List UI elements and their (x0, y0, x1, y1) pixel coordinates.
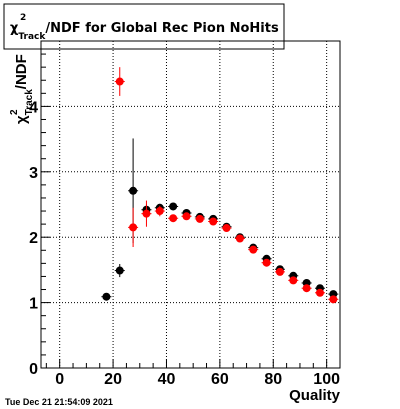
red-data-point (235, 234, 244, 243)
y-tick-label: 2 (29, 230, 38, 247)
red-data-point (249, 245, 258, 254)
x-axis-label: Quality (289, 387, 341, 404)
red-data-point (142, 209, 151, 218)
red-data-point (315, 288, 324, 297)
x-tick-label: 60 (211, 371, 229, 388)
title-chi: χ (10, 21, 19, 36)
grid-layer (41, 41, 340, 368)
tick-labels: 0 20 40 60 80 100 0 1 2 3 4 (29, 99, 340, 388)
svg-text:χTrack/NDF: χTrack/NDF (13, 54, 35, 124)
red-data-point (275, 267, 284, 276)
plot-frame (40, 40, 341, 369)
black-data-point (102, 292, 111, 301)
y-tick-label: 4 (29, 99, 38, 116)
y-label-sup: 2 (9, 109, 20, 115)
red-data-point (115, 77, 124, 86)
title-sup: 2 (20, 13, 26, 23)
data-layer (101, 67, 339, 304)
x-tick-label: 20 (104, 371, 122, 388)
timestamp: Tue Dec 21 21:54:09 2021 (5, 397, 113, 407)
black-data-point (115, 266, 124, 275)
black-data-point (169, 202, 178, 211)
red-data-point (222, 224, 231, 233)
red-data-point (302, 284, 311, 293)
x-tick-label: 100 (313, 371, 340, 388)
red-data-point (209, 217, 218, 226)
red-data-point (195, 214, 204, 223)
y-label-suffix: /NDF (13, 54, 30, 89)
red-data-point (182, 212, 191, 221)
black-data-point (129, 186, 138, 195)
red-data-point (169, 214, 178, 223)
y-tick-label: 3 (29, 165, 38, 182)
red-data-point (129, 223, 138, 232)
red-data-point (262, 258, 271, 267)
red-data-point (289, 276, 298, 285)
red-data-point (155, 207, 164, 216)
x-tick-label: 0 (55, 371, 64, 388)
ticks-layer (41, 40, 341, 369)
red-data-point (329, 295, 338, 304)
title-suffix: /NDF for Global Rec Pion NoHits (45, 21, 279, 36)
chart-title: χTrack/NDF for Global Rec Pion NoHits (10, 21, 279, 42)
y-label-sub: Track (24, 89, 35, 116)
y-label-chi: χ (13, 115, 30, 124)
y-axis-label: χTrack/NDF 2 (9, 54, 35, 124)
y-tick-label: 0 (29, 361, 38, 378)
x-tick-label: 40 (158, 371, 176, 388)
x-tick-label: 80 (264, 371, 282, 388)
title-sub: Track (18, 32, 46, 42)
y-tick-label: 1 (29, 296, 38, 313)
